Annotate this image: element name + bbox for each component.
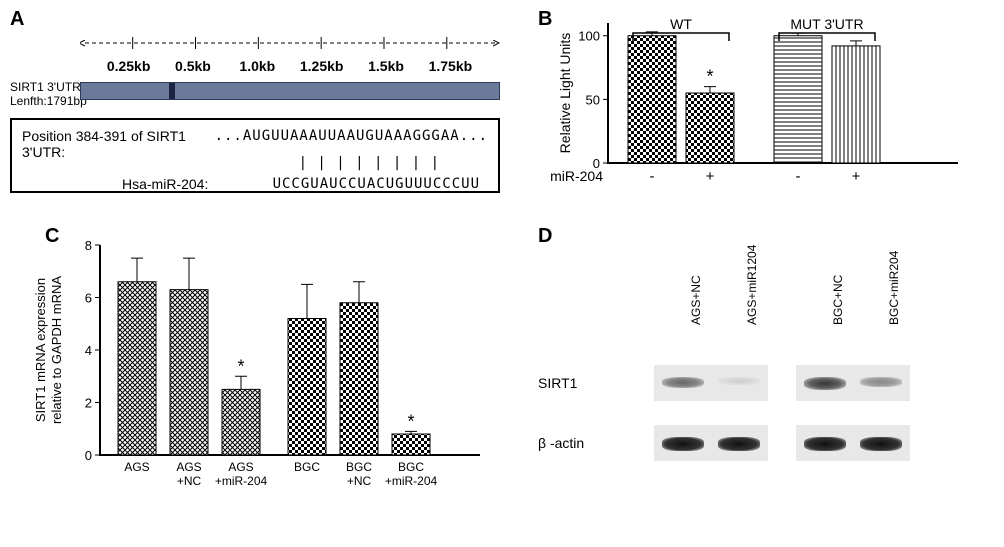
panel-b: B 050100Relative Light Units-*+WT-+MUT 3… — [538, 8, 978, 213]
svg-text:AGS: AGS — [124, 460, 149, 474]
panel-d: D AGS+NC AGS+miR1204 BGC+NC BGC+miR204 SIRT1… — [538, 225, 978, 525]
svg-text:AGS: AGS — [176, 460, 201, 474]
svg-text:4: 4 — [85, 343, 92, 358]
svg-text:+: + — [852, 168, 861, 185]
svg-text:SIRT1 mRNA expression: SIRT1 mRNA expression — [33, 278, 48, 422]
svg-text:+miR-204: +miR-204 — [385, 474, 438, 488]
svg-text:AGS: AGS — [228, 460, 253, 474]
svg-text:*: * — [407, 411, 414, 431]
svg-text:-: - — [796, 168, 801, 185]
panel-c-label: C — [45, 225, 59, 248]
chart-c: 0 2 4 6 8 SIRT1 mRNA expressionrelative to GA… — [10, 225, 500, 525]
blot-row-label: SIRT1 — [538, 375, 577, 391]
utr-length: Lenfth:1791bp — [10, 94, 87, 108]
blot-band — [860, 437, 902, 451]
svg-text:relative to GAPDH mRNA: relative to GAPDH mRNA — [49, 276, 64, 424]
western-blot: AGS+NCAGS+miR1204BGC+NCBGC+miR204SIRT1β … — [598, 225, 968, 525]
utr-binding-site-marker — [169, 83, 175, 99]
panel-c: C 0 2 4 6 8 SIRT1 mRNA expressionrelative to … — [10, 225, 500, 525]
svg-text:BGC: BGC — [346, 460, 372, 474]
panel-a-label: A — [10, 8, 24, 31]
lane-label: AGS+NC — [689, 275, 703, 325]
panel-a: A SIRT1 3'UTR Lenfth:1791bp 0.25kb 0.5kb 1… — [10, 8, 500, 198]
blot-band — [662, 437, 704, 451]
scale-tick-label: 0.5kb — [175, 58, 211, 74]
blot-band — [662, 377, 704, 388]
utr-bar — [80, 82, 500, 100]
seq-position-label: Position 384-391 of SIRT1 3'UTR: — [22, 128, 215, 160]
lane-label: BGC+NC — [831, 275, 845, 325]
svg-text:Relative Light Units: Relative Light Units — [557, 33, 573, 154]
blot-band — [804, 437, 846, 451]
seq-mirna: UCCGUAUCCUACUGUUUCCCUU — [273, 176, 488, 192]
seq-alignment-bars: | | | | | | | | — [299, 160, 488, 170]
utr-name: SIRT1 3'UTR — [10, 80, 81, 94]
svg-text:WT: WT — [670, 16, 692, 32]
blot-row-label: β -actin — [538, 435, 584, 451]
seq-mirna-label: Hsa-miR-204: — [22, 176, 208, 192]
svg-text:+: + — [706, 168, 715, 185]
blot-band — [718, 377, 760, 385]
blot-band — [804, 377, 846, 390]
lane-label: BGC+miR204 — [887, 251, 901, 325]
svg-text:miR-204: miR-204 — [550, 168, 603, 184]
svg-text:+NC: +NC — [177, 474, 202, 488]
chart-b: 050100Relative Light Units-*+WT-+MUT 3'U… — [538, 8, 978, 213]
svg-text:50: 50 — [586, 92, 600, 107]
blot-band — [718, 437, 760, 451]
svg-text:0: 0 — [85, 448, 92, 463]
svg-text:+miR-204: +miR-204 — [215, 474, 268, 488]
svg-text:BGC: BGC — [398, 460, 424, 474]
svg-text:BGC: BGC — [294, 460, 320, 474]
scale-tick-label: 1.0kb — [239, 58, 275, 74]
scale-tick-label: 1.25kb — [300, 58, 344, 74]
svg-text:*: * — [237, 356, 244, 376]
blot-band — [860, 377, 902, 387]
svg-text:8: 8 — [85, 238, 92, 253]
svg-text:100: 100 — [578, 29, 600, 44]
scale-tick-label: 1.75kb — [429, 58, 473, 74]
lane-label: AGS+miR1204 — [745, 245, 759, 325]
svg-text:*: * — [706, 67, 713, 87]
svg-text:MUT 3'UTR: MUT 3'UTR — [790, 16, 863, 32]
svg-text:+NC: +NC — [347, 474, 372, 488]
utr-label: SIRT1 3'UTR Lenfth:1791bp — [10, 80, 87, 108]
scale-tick-label: 1.5kb — [368, 58, 404, 74]
panel-b-label: B — [538, 8, 552, 31]
sequence-box: Position 384-391 of SIRT1 3'UTR: ...AUGU… — [10, 118, 500, 193]
scale-tick-label: 0.25kb — [107, 58, 151, 74]
svg-text:-: - — [650, 168, 655, 185]
svg-text:2: 2 — [85, 396, 92, 411]
panel-d-label: D — [538, 225, 552, 248]
svg-text:6: 6 — [85, 291, 92, 306]
